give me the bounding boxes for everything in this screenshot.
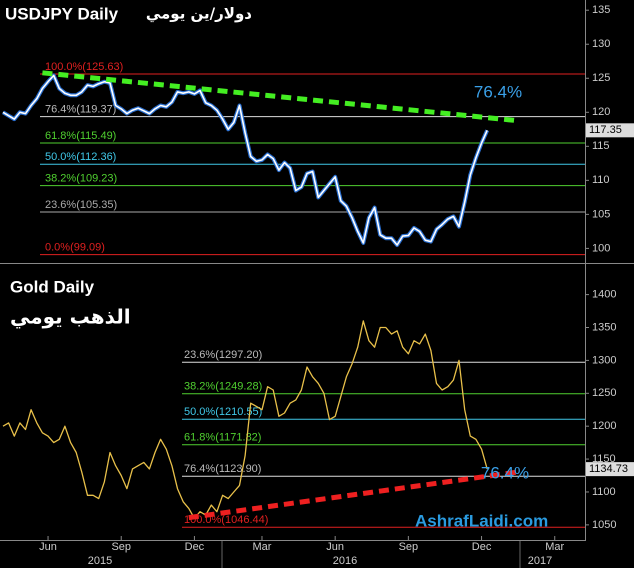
x-tick-label: Sep: [399, 541, 419, 553]
fib-label: 23.6%(1297.20): [184, 349, 262, 361]
fib-label: 38.2%(109.23): [45, 172, 117, 184]
x-tick-label: Dec: [472, 541, 492, 553]
y-tick-label: 110: [592, 174, 610, 186]
year-label: 2016: [333, 555, 357, 567]
last-price-label: 1134.73: [589, 463, 628, 475]
y-tick-label: 100: [592, 242, 610, 254]
y-tick-label: 1200: [592, 420, 616, 432]
last-price-box: [586, 123, 634, 138]
fib-label: 50.0%(112.36): [45, 151, 116, 163]
y-tick-label: 120: [592, 106, 610, 118]
y-tick-label: 105: [592, 208, 610, 220]
fib-label: 61.8%(115.49): [45, 130, 116, 142]
annotation: 76.4%: [474, 82, 522, 101]
x-tick-label: Mar: [253, 541, 272, 553]
fib-label: 76.4%(1123.90): [184, 463, 261, 475]
y-tick-label: 1300: [592, 354, 616, 366]
chart-subtitle: الذهب يومي: [10, 305, 131, 330]
fib-label: 0.0%(99.09): [45, 241, 105, 253]
annotation: 76.4%: [481, 463, 529, 482]
y-tick-label: 135: [592, 4, 610, 16]
year-label: 2015: [88, 555, 112, 567]
x-tick-label: Sep: [111, 541, 131, 553]
fib-label: 23.6%(105.35): [45, 199, 117, 211]
last-price-box: [586, 462, 634, 477]
watermark: AshrafLaidi.com: [415, 511, 548, 530]
y-tick-label: 1400: [592, 289, 616, 301]
trendline: [188, 469, 522, 521]
y-tick-label: 115: [592, 140, 610, 152]
chart-title: USDJPY Daily: [5, 4, 119, 23]
x-tick-label: Jun: [326, 541, 344, 553]
y-tick-label: 125: [592, 72, 610, 84]
y-tick-label: 1350: [592, 321, 616, 333]
x-tick-label: Jun: [39, 541, 57, 553]
chart-title: Gold Daily: [10, 277, 95, 296]
x-tick-label: Mar: [545, 541, 564, 553]
y-tick-label: 1100: [592, 486, 616, 498]
y-tick-label: 130: [592, 38, 610, 50]
chart-subtitle: دولار/ين يومي: [146, 5, 252, 23]
y-tick-label: 1050: [592, 519, 616, 531]
x-tick-label: Dec: [185, 541, 205, 553]
year-label: 2017: [528, 555, 552, 567]
price-line: [2, 320, 488, 519]
fib-label: 76.4%(119.37): [45, 103, 116, 115]
fib-label: 61.8%(1171.82): [184, 432, 261, 444]
price-line: [2, 74, 488, 246]
fib-label: 100.0%(125.63): [45, 61, 123, 73]
fib-label: 50.0%(1210.55): [184, 406, 262, 418]
fib-label: 38.2%(1249.28): [184, 381, 262, 393]
y-tick-label: 1150: [592, 453, 616, 465]
last-price-label: 117.35: [589, 124, 622, 136]
y-tick-label: 1250: [592, 387, 616, 399]
